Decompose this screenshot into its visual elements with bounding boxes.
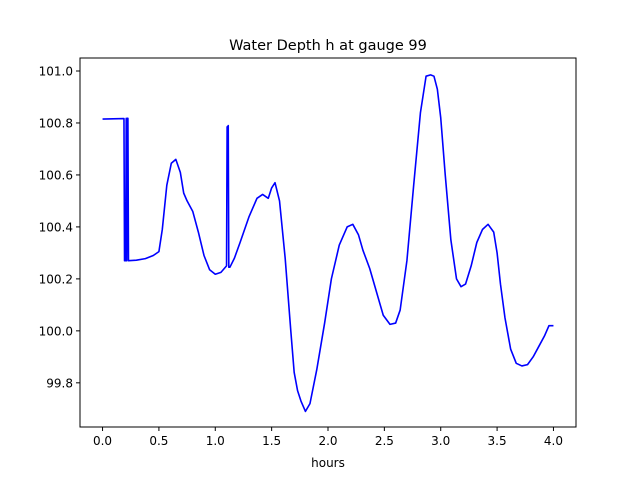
y-tick-label: 99.8 <box>46 376 73 390</box>
x-tick-label: 4.0 <box>544 434 563 448</box>
y-tick-label: 100.8 <box>39 116 73 130</box>
x-axis-label: hours <box>311 456 345 470</box>
series-line-0 <box>102 74 554 413</box>
x-tick-label: 1.0 <box>206 434 225 448</box>
chart-title: Water Depth h at gauge 99 <box>229 38 427 54</box>
x-tick-label: 2.5 <box>375 434 394 448</box>
y-tick-label: 100.0 <box>39 324 73 338</box>
x-tick-label: 0.0 <box>93 434 112 448</box>
x-tick-label: 1.5 <box>262 434 281 448</box>
y-tick-label: 100.2 <box>39 272 73 286</box>
plot-area: 0.0 0.5 1.0 1.5 2.0 2.5 3.0 3.5 4.0 99.8 100.0 100.… <box>39 57 577 448</box>
x-tick-label: 0.5 <box>149 434 168 448</box>
y-tick-label: 101.0 <box>39 64 73 78</box>
y-tick-label: 100.6 <box>39 168 73 182</box>
x-tick-label: 2.0 <box>318 434 337 448</box>
x-tick-label: 3.0 <box>431 434 450 448</box>
y-tick-label: 100.4 <box>39 220 73 234</box>
x-tick-label: 3.5 <box>488 434 507 448</box>
